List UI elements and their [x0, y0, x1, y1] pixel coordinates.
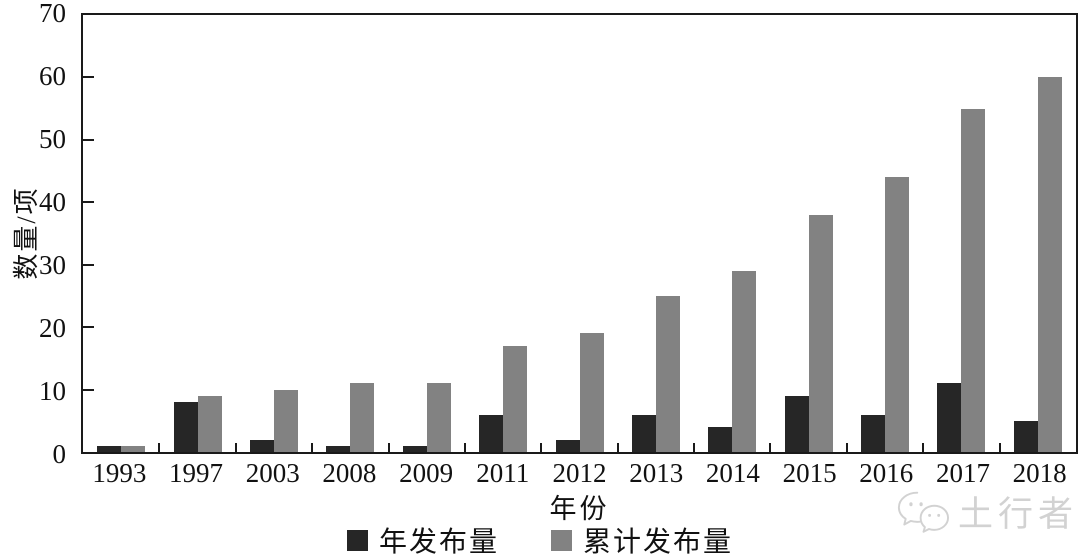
bar-cumulative-2015 — [808, 214, 833, 452]
x-tick-label-2017: 2017 — [935, 458, 990, 488]
x-axis-tick — [845, 443, 848, 452]
x-tick-label-2009: 2009 — [399, 458, 454, 488]
bar-annual-2016 — [861, 414, 886, 452]
x-tick-label-2013: 2013 — [629, 458, 684, 488]
legend: 年发布量 累计发布量 — [0, 520, 1080, 560]
x-axis-tick — [463, 443, 466, 452]
y-tick-label-50: 50 — [39, 124, 66, 154]
y-tick-label-0: 0 — [52, 439, 67, 469]
bar-cumulative-2018 — [1037, 77, 1062, 452]
bar-annual-1993 — [97, 445, 122, 452]
x-axis-tick-labels: 1993 1997 2003 2008 2009 2011 2012 2013 2014 2015… — [81, 459, 1078, 489]
bar-cumulative-2013 — [655, 295, 680, 452]
y-axis-tick — [83, 201, 94, 204]
y-tick-label-10: 10 — [39, 376, 66, 406]
y-tick-label-40: 40 — [39, 187, 66, 217]
x-tick-label-2008: 2008 — [322, 458, 377, 488]
y-axis-tick — [83, 76, 94, 79]
bar-annual-1997 — [173, 402, 198, 452]
wechat-icon — [897, 491, 950, 533]
bar-cumulative-2003 — [273, 389, 298, 452]
legend-item-cumulative: 累计发布量 — [551, 520, 733, 560]
y-axis-tick — [83, 388, 94, 391]
x-axis-tick — [922, 443, 925, 452]
x-axis-tick — [540, 443, 543, 452]
x-tick-label-2012: 2012 — [552, 458, 607, 488]
x-axis-tick — [769, 443, 772, 452]
bar-cumulative-2017 — [961, 108, 986, 452]
watermark: 土行者 — [896, 486, 1078, 537]
x-tick-label-2018: 2018 — [1012, 458, 1067, 488]
y-axis-tick-labels: 0 10 20 30 40 50 60 70 — [0, 0, 66, 468]
y-axis-tick — [83, 138, 94, 141]
legend-swatch — [551, 529, 572, 551]
legend-swatch — [346, 529, 368, 551]
bar-cumulative-2012 — [579, 333, 604, 452]
y-tick-label-60: 60 — [39, 61, 66, 91]
x-axis-tick — [998, 443, 1001, 452]
x-axis-tick — [693, 443, 696, 452]
bar-cumulative-2011 — [503, 345, 528, 452]
x-axis-tick — [311, 443, 314, 452]
legend-label: 累计发布量 — [583, 527, 734, 558]
x-tick-label-2011: 2011 — [476, 458, 530, 488]
bar-cumulative-2014 — [732, 270, 757, 452]
x-axis-tick — [387, 443, 390, 452]
bar-cumulative-1997 — [197, 395, 222, 452]
bar-cumulative-2016 — [885, 177, 910, 452]
x-tick-label-1997: 1997 — [169, 458, 224, 488]
legend-label: 年发布量 — [378, 527, 499, 558]
bar-annual-2014 — [708, 427, 733, 452]
legend-item-annual: 年发布量 — [346, 520, 499, 560]
x-tick-label-1993: 1993 — [92, 458, 147, 488]
bar-annual-2011 — [479, 414, 504, 452]
y-axis-tick — [83, 263, 94, 266]
y-axis-tick — [83, 326, 94, 329]
x-tick-label-2014: 2014 — [705, 458, 760, 488]
bar-annual-2018 — [1013, 420, 1038, 452]
bar-annual-2013 — [631, 414, 656, 452]
plot-area — [81, 13, 1078, 454]
x-axis-title: 年份 — [549, 494, 610, 524]
bar-annual-2003 — [249, 439, 274, 452]
bar-cumulative-2008 — [350, 383, 375, 452]
bar-annual-2017 — [937, 383, 962, 452]
x-tick-label-2015: 2015 — [782, 458, 837, 488]
x-tick-label-2016: 2016 — [859, 458, 914, 488]
bar-annual-2009 — [402, 445, 427, 452]
bar-cumulative-1993 — [121, 445, 146, 452]
bar-annual-2008 — [326, 445, 351, 452]
x-axis-tick — [234, 443, 237, 452]
y-tick-label-20: 20 — [39, 313, 66, 343]
y-tick-label-70: 70 — [39, 0, 66, 28]
watermark-text: 土行者 — [958, 495, 1079, 534]
bar-annual-2012 — [555, 439, 580, 452]
bar-cumulative-2009 — [426, 383, 451, 452]
bar-annual-2015 — [784, 395, 809, 452]
x-axis-tick — [158, 443, 161, 452]
x-tick-label-2003: 2003 — [245, 458, 300, 488]
x-axis-tick — [616, 443, 619, 452]
y-tick-label-30: 30 — [39, 250, 66, 280]
